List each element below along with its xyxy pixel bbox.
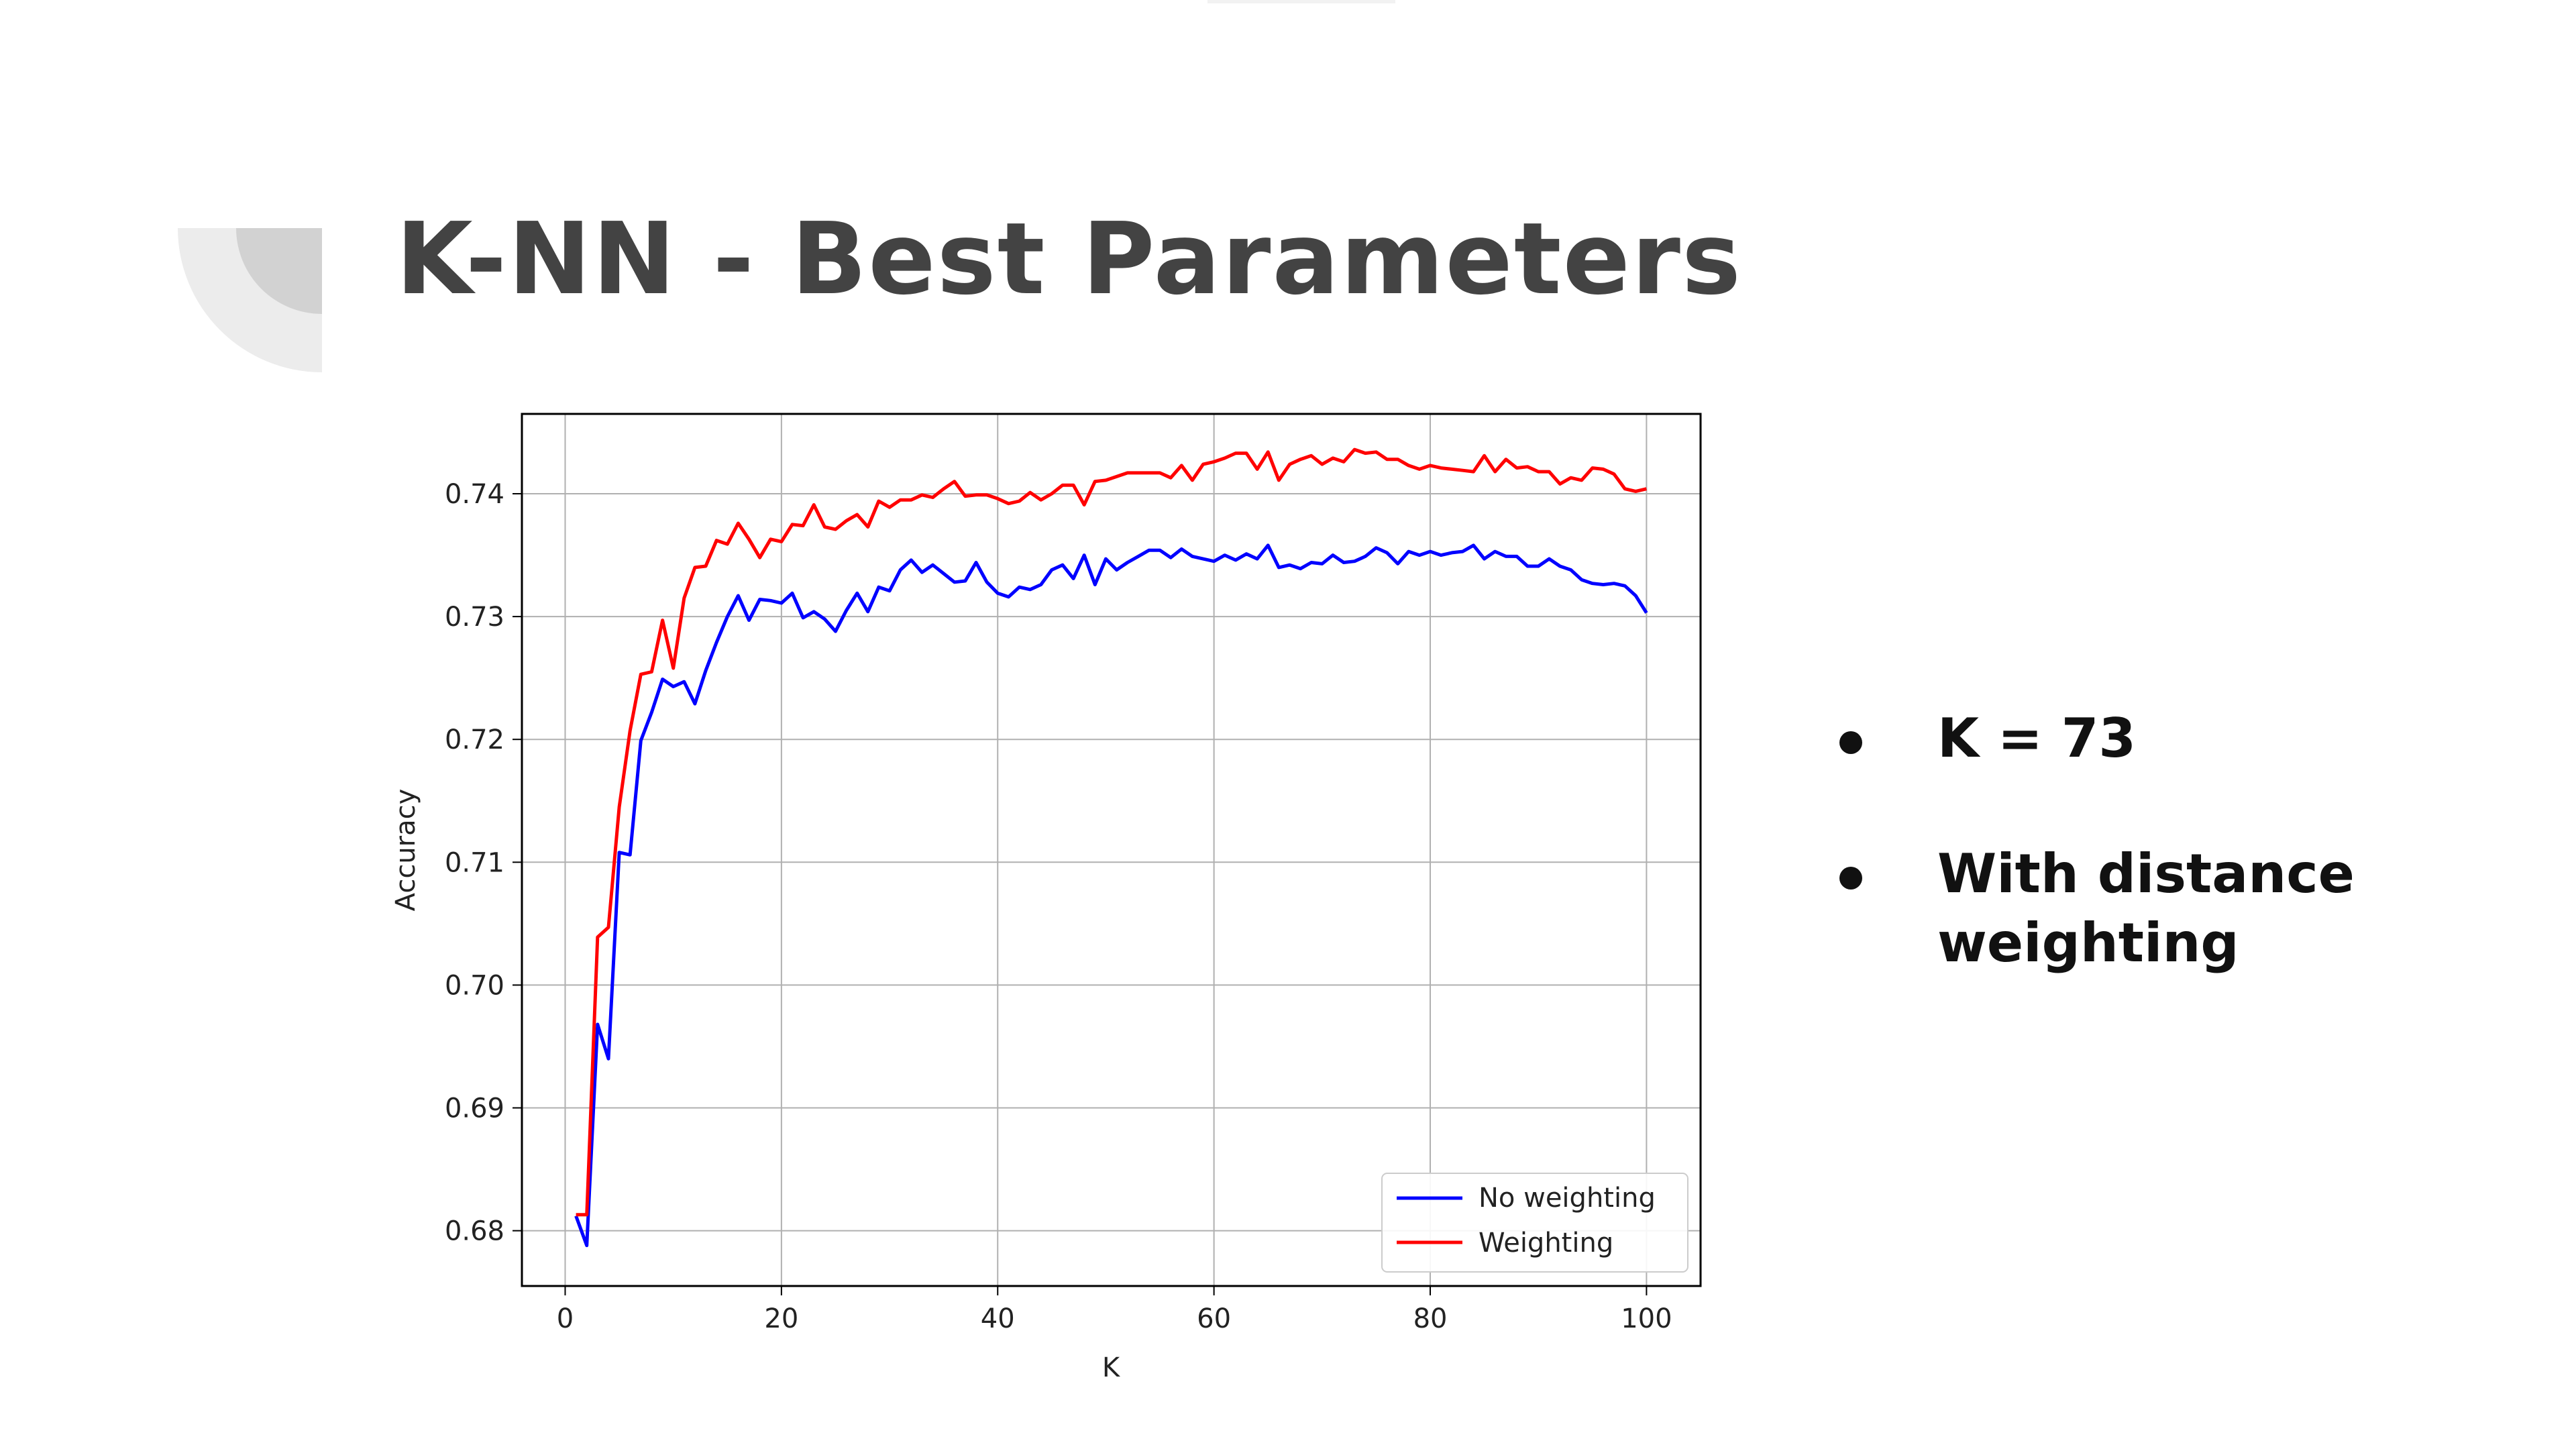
bullet-item: With distance weighting	[1825, 840, 2428, 977]
x-axis-label: K	[1102, 1352, 1121, 1383]
legend-label-no-weighting: No weighting	[1479, 1183, 1656, 1214]
series-line-no-weighting	[574, 543, 1648, 1248]
chart-svg: 0 20 40 60 80 100 0.68 0.69 0.70 0.71 0.72 0.73 0.74…	[390, 413, 1702, 1383]
y-tick-label: 0.69	[445, 1093, 504, 1124]
y-tick-label: 0.71	[445, 847, 504, 878]
x-tick-label: 60	[1197, 1303, 1231, 1334]
legend-label-weighting: Weighting	[1479, 1228, 1613, 1258]
corner-arc-decoration	[178, 228, 322, 372]
y-tick-label: 0.70	[445, 970, 504, 1001]
y-tick-label: 0.73	[445, 602, 504, 633]
x-tick-label: 40	[981, 1303, 1015, 1334]
bullet-item: K = 73	[1825, 704, 2428, 773]
x-tick-label: 0	[557, 1303, 574, 1334]
slide-title: K-NN - Best Parameters	[396, 201, 1743, 317]
top-tab-decoration	[1208, 0, 1395, 3]
bullet-text: With distance weighting	[1937, 843, 2355, 974]
x-tick-label: 100	[1621, 1303, 1672, 1334]
accuracy-chart: 0 20 40 60 80 100 0.68 0.69 0.70 0.71 0.72 0.73 0.74…	[362, 396, 1704, 1402]
y-tick-label: 0.72	[445, 724, 504, 755]
bullet-dot-icon	[1839, 867, 1862, 890]
x-tick-label: 20	[764, 1303, 798, 1334]
chart-legend: No weighting Weighting	[1381, 1173, 1688, 1273]
x-tick-label: 80	[1413, 1303, 1448, 1334]
y-tick-label: 0.74	[445, 479, 504, 510]
bullet-dot-icon	[1839, 731, 1862, 754]
y-axis-label: Accuracy	[390, 789, 421, 912]
bullet-text: K = 73	[1937, 707, 2137, 769]
y-tick-label: 0.68	[445, 1216, 504, 1247]
bullet-list: K = 73 With distance weighting	[1825, 704, 2428, 1044]
plot-frame	[521, 413, 1702, 1287]
series-line-weighting	[576, 447, 1647, 1217]
